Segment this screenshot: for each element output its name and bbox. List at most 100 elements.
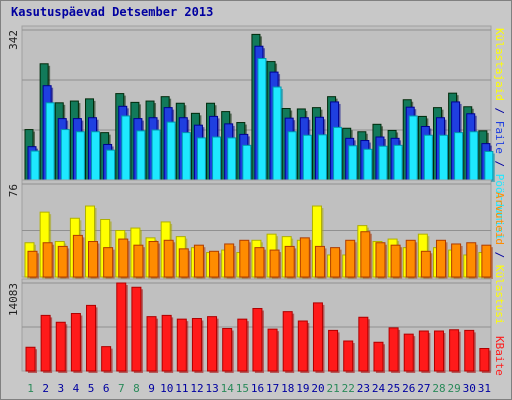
x-tick-day-6: 6 bbox=[103, 382, 110, 395]
bar-bytes-day-27 bbox=[420, 250, 431, 278]
bar-kbytes-day-4 bbox=[70, 313, 81, 372]
bar-bytes-day-11 bbox=[178, 248, 189, 278]
bar-hits-day-6 bbox=[106, 149, 116, 181]
bar-kbytes-day-9 bbox=[146, 316, 157, 372]
bar-bytes-day-17 bbox=[269, 249, 280, 278]
x-tick-day-13: 13 bbox=[205, 382, 218, 395]
x-tick-day-5: 5 bbox=[88, 382, 95, 395]
bar-kbytes-day-10 bbox=[161, 314, 172, 372]
bar-hits-day-23 bbox=[363, 148, 373, 181]
x-tick-day-27: 27 bbox=[417, 382, 430, 395]
bar-bytes-day-29 bbox=[451, 243, 462, 278]
bar-hits-day-31 bbox=[484, 150, 494, 181]
y-max-label-mid: 76 bbox=[7, 184, 20, 197]
bar-bytes-day-20 bbox=[314, 245, 325, 278]
x-tick-day-25: 25 bbox=[387, 382, 400, 395]
bar-kbytes-day-12 bbox=[191, 318, 202, 372]
bar-bytes-day-30 bbox=[466, 242, 477, 278]
bar-hits-day-10 bbox=[166, 121, 176, 181]
bar-kbytes-day-30 bbox=[464, 329, 475, 372]
bar-hits-day-17 bbox=[272, 86, 282, 181]
x-tick-day-18: 18 bbox=[281, 382, 294, 395]
bar-hits-day-12 bbox=[196, 137, 206, 181]
x-tick-day-12: 12 bbox=[190, 382, 203, 395]
x-tick-day-17: 17 bbox=[266, 382, 279, 395]
bar-kbytes-day-6 bbox=[101, 346, 112, 372]
bar-kbytes-day-18 bbox=[282, 311, 293, 372]
bar-hits-day-13 bbox=[212, 136, 222, 181]
bar-bytes-day-25 bbox=[390, 244, 401, 278]
bar-kbytes-day-29 bbox=[449, 329, 460, 372]
bar-kbytes-day-2 bbox=[40, 314, 51, 372]
bar-hits-day-22 bbox=[348, 145, 358, 181]
x-tick-day-30: 30 bbox=[463, 382, 476, 395]
bar-bytes-day-14 bbox=[224, 243, 235, 278]
bar-hits-day-11 bbox=[181, 132, 191, 181]
bar-hits-day-20 bbox=[317, 134, 327, 181]
bar-bytes-day-13 bbox=[209, 250, 220, 278]
bar-bytes-day-16 bbox=[254, 247, 265, 278]
bar-bytes-day-12 bbox=[193, 244, 204, 278]
bar-kbytes-day-19 bbox=[297, 320, 308, 372]
bar-kbytes-day-11 bbox=[176, 318, 187, 372]
bar-hits-day-29 bbox=[454, 132, 464, 181]
bar-bytes-day-8 bbox=[133, 244, 144, 278]
bar-bytes-day-26 bbox=[405, 239, 416, 278]
bar-kbytes-day-31 bbox=[479, 348, 490, 372]
side-label-top: Külastajaid / Faile / Pöördumisi bbox=[493, 28, 506, 240]
bar-bytes-day-7 bbox=[118, 238, 129, 278]
bar-kbytes-day-5 bbox=[86, 304, 97, 372]
bar-bytes-day-28 bbox=[435, 239, 446, 278]
bar-kbytes-day-17 bbox=[267, 328, 278, 372]
bar-hits-day-2 bbox=[45, 102, 55, 181]
bar-bytes-day-9 bbox=[148, 241, 159, 278]
y-max-label-top: 342 bbox=[7, 30, 20, 50]
x-tick-day-23: 23 bbox=[357, 382, 370, 395]
x-tick-day-2: 2 bbox=[42, 382, 49, 395]
chart-title: Kasutuspäevad Detsember 2013 bbox=[11, 5, 214, 19]
bar-bytes-day-15 bbox=[239, 239, 250, 278]
bar-kbytes-day-23 bbox=[358, 316, 369, 372]
x-tick-day-1: 1 bbox=[27, 382, 34, 395]
bar-hits-day-18 bbox=[287, 131, 297, 181]
bar-bytes-day-21 bbox=[330, 247, 341, 278]
bar-kbytes-day-22 bbox=[343, 340, 354, 372]
bar-hits-day-30 bbox=[469, 131, 479, 181]
bar-hits-day-19 bbox=[302, 134, 312, 181]
bar-bytes-day-3 bbox=[57, 245, 68, 278]
bar-hits-day-5 bbox=[91, 131, 101, 181]
x-tick-day-3: 3 bbox=[58, 382, 65, 395]
bar-kbytes-day-27 bbox=[418, 330, 429, 372]
bar-bytes-day-18 bbox=[284, 245, 295, 278]
bar-kbytes-day-15 bbox=[237, 318, 248, 372]
x-tick-day-20: 20 bbox=[311, 382, 324, 395]
x-tick-day-9: 9 bbox=[148, 382, 155, 395]
bar-kbytes-day-28 bbox=[433, 330, 444, 372]
x-tick-day-7: 7 bbox=[118, 382, 125, 395]
bar-hits-day-26 bbox=[408, 115, 418, 181]
bar-kbytes-day-7 bbox=[116, 282, 127, 372]
bar-hits-day-8 bbox=[136, 130, 146, 181]
x-tick-day-31: 31 bbox=[478, 382, 491, 395]
bar-kbytes-day-24 bbox=[373, 341, 384, 372]
bar-hits-day-28 bbox=[438, 134, 448, 181]
bar-bytes-day-31 bbox=[481, 244, 492, 278]
bar-hits-day-4 bbox=[75, 131, 85, 181]
x-tick-day-15: 15 bbox=[236, 382, 249, 395]
bar-hits-day-21 bbox=[333, 126, 343, 181]
bar-bytes-day-10 bbox=[163, 239, 174, 278]
bar-hits-day-15 bbox=[242, 144, 252, 181]
x-tick-day-8: 8 bbox=[133, 382, 140, 395]
bar-bytes-day-23 bbox=[360, 231, 371, 278]
bar-hits-day-16 bbox=[257, 58, 267, 181]
bar-kbytes-day-1 bbox=[25, 346, 36, 372]
bar-hits-day-3 bbox=[60, 129, 70, 181]
x-tick-day-16: 16 bbox=[251, 382, 264, 395]
x-tick-day-22: 22 bbox=[342, 382, 355, 395]
side-label-bottom: KBaite bbox=[493, 336, 506, 376]
bar-bytes-day-5 bbox=[88, 241, 99, 278]
x-tick-day-21: 21 bbox=[327, 382, 340, 395]
bar-kbytes-day-14 bbox=[222, 328, 233, 372]
bar-hits-day-7 bbox=[121, 115, 131, 181]
